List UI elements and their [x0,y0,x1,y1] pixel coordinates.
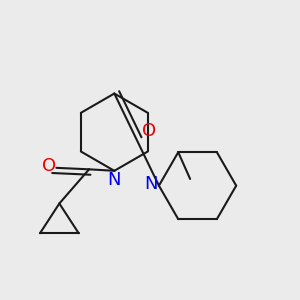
Text: N: N [145,175,158,193]
Text: O: O [42,157,56,175]
Text: O: O [142,122,156,140]
Text: N: N [108,171,121,189]
